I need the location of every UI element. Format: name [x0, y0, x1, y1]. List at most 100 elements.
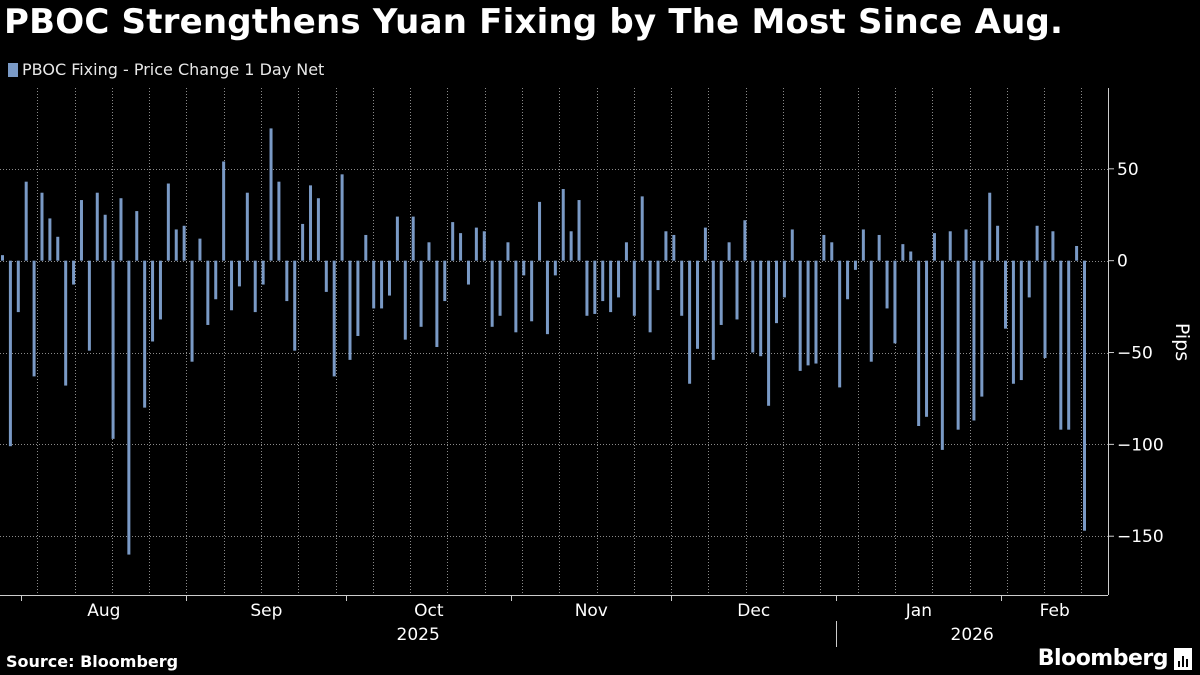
bar	[95, 192, 99, 261]
bar	[980, 260, 984, 397]
bar	[174, 229, 178, 261]
bar	[64, 260, 68, 386]
bar	[127, 260, 131, 555]
bar	[956, 260, 960, 430]
bar	[1083, 260, 1086, 531]
bar	[838, 260, 842, 388]
bar	[285, 260, 289, 302]
bar	[269, 128, 273, 261]
bar	[585, 260, 589, 316]
bar	[577, 200, 581, 261]
bar	[214, 260, 218, 300]
bar	[48, 218, 52, 261]
bar	[119, 198, 123, 261]
bar	[664, 231, 668, 261]
legend-swatch	[8, 62, 18, 77]
bar	[917, 260, 921, 426]
bar	[909, 251, 913, 261]
bar	[940, 260, 944, 450]
bar	[8, 260, 12, 447]
bar	[451, 222, 455, 261]
bar	[1011, 260, 1015, 384]
x-month-label: Dec	[737, 601, 770, 621]
bar	[964, 229, 968, 261]
bar	[387, 260, 391, 296]
bar	[135, 211, 139, 261]
x-month-label: Feb	[1040, 601, 1070, 621]
bar	[151, 260, 155, 342]
bar	[885, 260, 889, 309]
bar	[688, 260, 692, 384]
bar	[972, 260, 976, 421]
bar	[245, 192, 249, 261]
y-axis-label: Pips	[1171, 323, 1193, 361]
bar	[514, 260, 518, 333]
bar	[530, 260, 534, 322]
bar	[1035, 225, 1039, 261]
bar	[759, 260, 763, 357]
x-year-label: 2025	[397, 625, 440, 645]
bar	[640, 196, 644, 261]
bar	[24, 181, 28, 261]
bar	[830, 242, 834, 261]
bar	[601, 260, 605, 302]
bar	[206, 260, 210, 325]
bar	[340, 174, 344, 261]
bar	[466, 260, 470, 285]
bar	[301, 223, 305, 261]
bar	[774, 260, 778, 324]
bar	[222, 161, 226, 261]
bar	[703, 227, 707, 261]
bar	[16, 260, 20, 313]
bar	[932, 233, 936, 261]
bar	[869, 260, 873, 362]
bar	[814, 260, 818, 364]
bar	[490, 260, 494, 327]
bars	[1, 128, 1086, 555]
bar	[435, 260, 439, 348]
axes: 50 0 −50 −100 −150 Aug Sep Oct Nov Dec Jan Feb 2025 2…	[0, 88, 1164, 647]
bar	[901, 244, 905, 261]
bar	[380, 260, 384, 309]
x-year-label: 2026	[951, 625, 994, 645]
bar	[822, 234, 826, 261]
bar	[988, 192, 992, 261]
x-month-label: Jan	[905, 601, 932, 621]
x-month-label: Nov	[575, 601, 608, 621]
bar	[372, 260, 376, 309]
bar	[727, 242, 731, 261]
bar	[743, 220, 747, 261]
bar	[316, 198, 320, 261]
bar	[719, 260, 723, 325]
bar	[846, 260, 850, 300]
bar	[996, 225, 1000, 261]
bar	[925, 260, 929, 417]
bar	[364, 234, 368, 261]
bar	[443, 260, 447, 302]
bar	[853, 260, 857, 270]
x-month-label: Oct	[414, 601, 444, 621]
bloomberg-brand: Bloomberg	[1038, 646, 1192, 671]
bar	[56, 236, 60, 261]
y-tick-label: 0	[1117, 252, 1128, 272]
bar	[553, 260, 557, 276]
bar	[680, 260, 684, 316]
bar	[711, 260, 715, 360]
bar	[782, 260, 786, 298]
bar	[877, 234, 881, 261]
bar	[474, 227, 478, 261]
bar	[482, 231, 486, 261]
bar	[696, 260, 700, 349]
bar	[1004, 260, 1008, 329]
bar	[545, 260, 549, 335]
bar	[79, 200, 83, 261]
bar	[1075, 245, 1079, 261]
bar	[143, 260, 147, 408]
bar	[798, 260, 802, 371]
bar	[32, 260, 36, 377]
bar	[411, 216, 415, 261]
legend-label: PBOC Fixing - Price Change 1 Day Net	[22, 60, 325, 79]
chart-title: PBOC Strengthens Yuan Fixing by The Most…	[4, 2, 1064, 42]
legend: PBOC Fixing - Price Change 1 Day Net	[8, 60, 324, 79]
